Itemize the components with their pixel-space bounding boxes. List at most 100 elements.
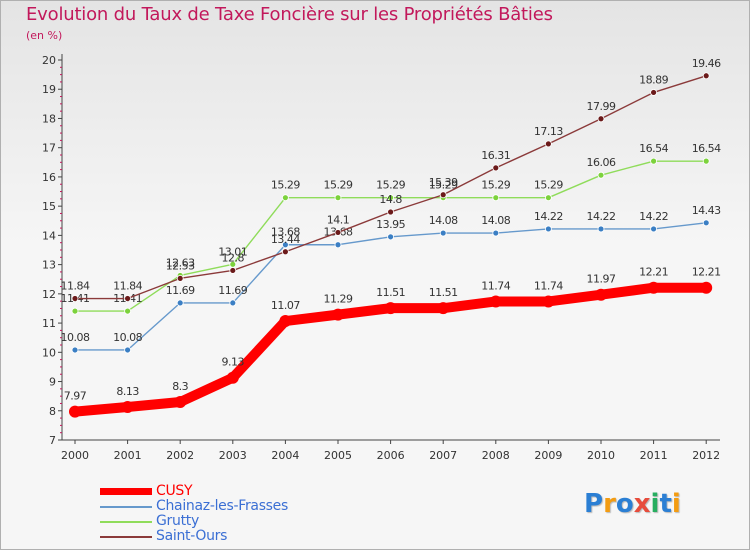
data-label: 19.46 [692,57,721,70]
y-tick-label: 12 [42,288,56,301]
logo-letter: t [659,489,672,519]
data-point [279,315,292,328]
x-tick-label: 2002 [166,449,194,462]
legend-label: Chainaz-les-Frasses [156,498,288,514]
data-point [71,295,79,302]
y-tick-label: 9 [49,376,56,389]
data-label: 13.95 [376,218,405,231]
y-tick-label: 11 [42,317,56,330]
data-point [281,194,289,202]
chart-title: Evolution du Taux de Taxe Foncière sur l… [26,4,553,25]
x-tick-label: 2008 [482,449,510,462]
data-label: 11.69 [218,284,247,297]
data-label: 7.97 [64,390,87,403]
data-point [492,164,500,172]
data-point [226,371,239,384]
y-tick-label: 20 [42,54,56,67]
data-label: 18.89 [639,73,668,86]
data-point [387,208,395,216]
data-point [229,299,237,307]
y-tick-label: 8 [49,405,56,418]
data-label: 14.22 [587,210,616,223]
data-label: 11.69 [166,284,195,297]
x-tick-label: 2004 [271,449,299,462]
data-label: 11.74 [481,279,510,292]
y-tick-label: 15 [42,200,56,213]
x-tick-label: 2000 [61,449,89,462]
data-label: 10.08 [113,331,142,344]
data-point [387,233,395,241]
data-label: 14.43 [692,204,721,217]
data-label: 11.07 [271,299,300,312]
x-tick-label: 2012 [692,449,720,462]
x-tick-label: 2010 [587,449,615,462]
x-tick-label: 2001 [114,449,142,462]
proxiti-logo: Proxiti [584,489,681,519]
data-label: 15.29 [324,179,353,192]
data-label: 15.29 [534,179,563,192]
x-tick-label: 2011 [640,449,668,462]
data-point [700,281,713,294]
data-label: 15.29 [429,179,458,192]
data-label: 10.08 [61,331,90,344]
x-tick-label: 2009 [534,449,562,462]
data-label: 8.3 [172,380,188,393]
legend-swatch [100,506,152,508]
data-point [334,194,342,202]
data-label: 8.13 [116,385,139,398]
y-tick-label: 14 [42,229,56,242]
data-point [69,405,81,418]
x-tick-label: 2003 [219,449,247,462]
data-point [542,295,555,308]
data-point [595,288,607,301]
legend-label: Grutty [156,513,199,529]
data-label: 16.31 [481,149,510,162]
x-tick-label: 2007 [429,449,457,462]
data-point [124,346,131,354]
data-point [332,308,344,321]
data-point [489,295,502,308]
data-label: 17.99 [587,100,616,113]
data-point [702,72,710,80]
data-label: 11.84 [113,280,142,293]
data-label: 14.08 [481,214,510,227]
legend-label: CUSY [156,483,193,499]
y-tick-label: 7 [49,434,56,447]
data-point [176,274,184,282]
data-point [281,241,289,249]
data-label: 14.08 [429,214,458,227]
data-point [702,157,710,165]
data-label: 16.06 [587,156,616,169]
data-label: 13.01 [218,245,247,258]
data-point [229,267,237,274]
data-point [124,295,131,302]
data-label: 11.84 [61,280,90,293]
data-label: 15.29 [376,179,405,192]
logo-letter: P [584,489,604,519]
chart-subtitle: (en %) [26,29,63,42]
y-tick-label: 18 [42,112,56,125]
data-point [597,115,605,123]
data-label: 9.13 [222,356,245,369]
data-label: 12.63 [166,256,195,269]
data-point [439,229,447,237]
data-point [597,225,605,233]
data-point [650,225,657,233]
data-point [492,229,500,237]
logo-letter: i [650,489,660,519]
data-point [71,346,79,354]
legend-swatch [100,521,152,523]
data-point [174,396,187,408]
data-label: 14.22 [639,210,668,223]
data-label: 11.74 [534,279,563,292]
data-point [387,194,395,202]
y-tick-label: 17 [42,142,56,155]
data-label: 11.51 [429,286,458,299]
x-tick-label: 2005 [324,449,352,462]
logo-letter: x [633,489,651,519]
data-label: 11.29 [324,293,353,306]
data-point [650,89,657,96]
data-label: 17.13 [534,125,563,138]
data-label: 12.21 [692,266,721,279]
